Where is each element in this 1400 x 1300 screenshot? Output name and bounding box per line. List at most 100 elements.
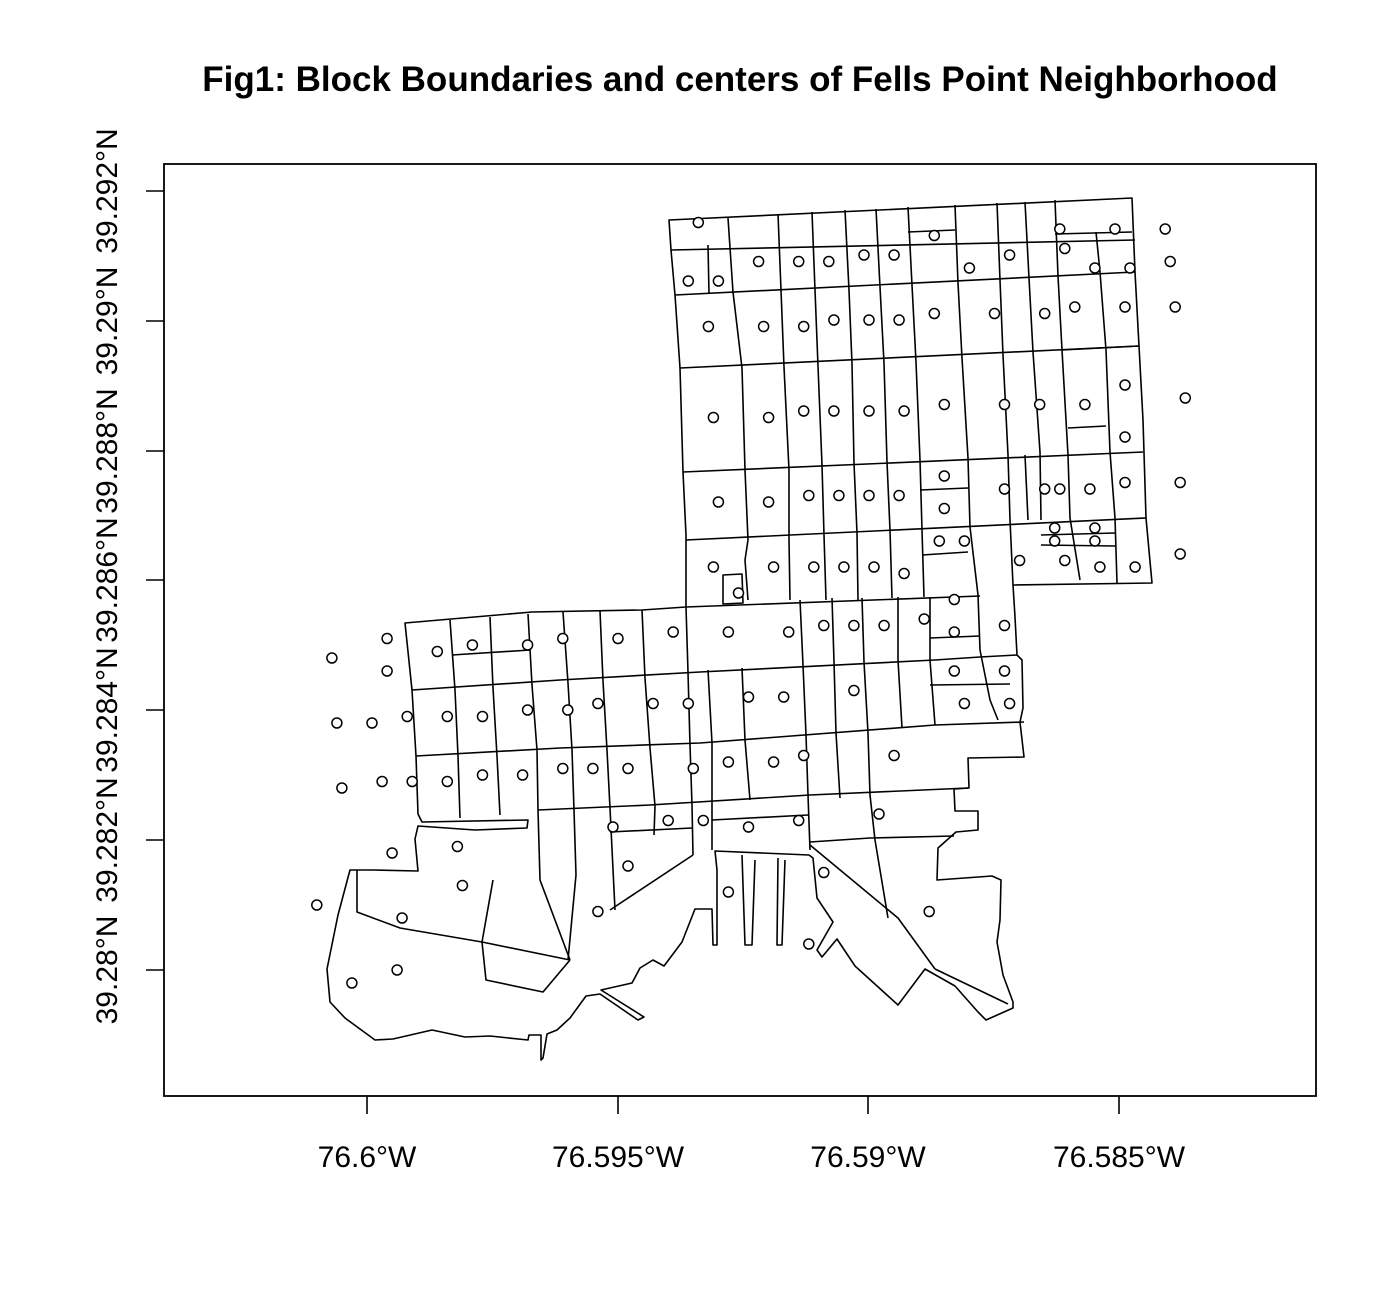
block-boundary	[897, 597, 903, 729]
block-center-point	[1159, 223, 1171, 235]
block-center-point	[722, 756, 735, 768]
block-boundary	[1067, 425, 1107, 429]
y-axis: 39.28°N 39.282°N 39.284°N 39.286°N 39.28…	[91, 128, 164, 1024]
block-center-point	[682, 275, 695, 287]
block-boundary	[685, 517, 1147, 541]
block-center-point	[311, 899, 323, 911]
block-center-point	[742, 821, 755, 833]
block-center-point	[1013, 554, 1026, 567]
block-boundary	[831, 597, 841, 799]
block-center-point	[938, 502, 951, 515]
block-center-point	[521, 704, 534, 716]
block-center-point	[893, 489, 905, 502]
block-center-point	[376, 775, 388, 788]
block-center-point	[848, 619, 860, 632]
block-center-point	[1119, 379, 1131, 391]
block-center-point	[1089, 535, 1101, 547]
block-center-point	[682, 697, 695, 710]
block-center-point	[431, 645, 444, 658]
block-center-point	[466, 639, 479, 651]
block-center-point	[406, 775, 418, 788]
block-center-point	[607, 821, 619, 833]
y-tick-label: 39.29°N	[91, 267, 124, 376]
block-center-point	[516, 769, 529, 781]
block-center-point	[938, 470, 951, 482]
block-boundary	[741, 854, 786, 946]
block-boundary	[599, 610, 616, 911]
block-center-point	[948, 593, 961, 606]
block-center-point	[587, 762, 599, 775]
block-center-point	[767, 756, 780, 768]
block-center-point	[958, 535, 971, 547]
block-center-point	[762, 496, 775, 508]
block-center-point	[833, 489, 845, 502]
block-center-point	[1129, 561, 1141, 573]
block-boundary	[562, 611, 577, 961]
block-boundary	[670, 239, 1136, 251]
block-center-point	[707, 411, 720, 424]
block-center-point	[928, 229, 941, 242]
block-center-point	[838, 561, 850, 573]
block-center-point	[381, 665, 393, 677]
block-boundary	[356, 870, 571, 961]
block-center-point	[767, 561, 780, 573]
block-boundary	[481, 879, 571, 993]
block-center-point	[958, 697, 971, 710]
block-boundary	[929, 597, 936, 726]
y-tick-label: 39.292°N	[91, 128, 124, 253]
block-boundary	[934, 968, 1009, 1005]
block-center-point	[1054, 483, 1066, 495]
block-centers	[311, 216, 1192, 989]
block-center-point	[782, 626, 795, 638]
block-center-point	[441, 775, 454, 788]
block-boundary	[1040, 532, 1116, 536]
block-center-point	[521, 639, 534, 651]
y-tick-label: 39.284°N	[91, 647, 124, 772]
block-boundary	[1061, 345, 1140, 351]
block-center-point	[476, 769, 489, 781]
block-center-point	[1033, 398, 1046, 411]
block-center-point	[923, 905, 935, 918]
block-center-point	[938, 398, 951, 411]
block-center-point	[797, 320, 810, 333]
block-boundary	[954, 204, 979, 596]
block-boundary	[707, 669, 713, 850]
block-center-point	[1059, 242, 1071, 255]
block-center-point	[1054, 223, 1066, 235]
block-boundaries	[326, 197, 1153, 1061]
block-center-point	[1048, 522, 1061, 534]
block-center-point	[863, 489, 875, 502]
y-tick-label: 39.28°N	[91, 916, 124, 1025]
block-center-point	[933, 535, 946, 547]
block-boundary	[1024, 454, 1029, 521]
block-center-point	[557, 762, 569, 775]
block-center-point	[722, 626, 735, 638]
block-center-point	[1174, 548, 1186, 560]
block-boundary	[977, 594, 999, 721]
block-center-point	[1169, 301, 1181, 313]
block-boundary	[919, 487, 969, 491]
block-center-point	[592, 905, 604, 918]
block-boundary	[741, 667, 751, 801]
block-center-point	[868, 561, 880, 573]
block-center-point	[998, 665, 1011, 677]
block-center-point	[1109, 223, 1121, 235]
block-center-point	[456, 879, 469, 892]
block-center-point	[396, 912, 408, 924]
block-center-point	[888, 249, 900, 261]
block-boundary	[707, 244, 710, 295]
block-boundary	[489, 616, 501, 816]
block-center-point	[828, 405, 840, 417]
block-center-point	[401, 710, 413, 723]
block-boundary	[875, 208, 893, 599]
block-center-point	[326, 652, 338, 664]
block-boundary	[685, 606, 694, 856]
block-center-point	[948, 665, 961, 677]
figure-title: Fig1: Block Boundaries and centers of Fe…	[202, 60, 1278, 99]
y-tick-label: 39.282°N	[91, 777, 124, 902]
block-center-point	[1089, 262, 1101, 274]
block-center-point	[1084, 483, 1096, 495]
block-center-point	[687, 762, 700, 775]
block-center-point	[386, 847, 398, 859]
block-center-point	[818, 866, 830, 879]
